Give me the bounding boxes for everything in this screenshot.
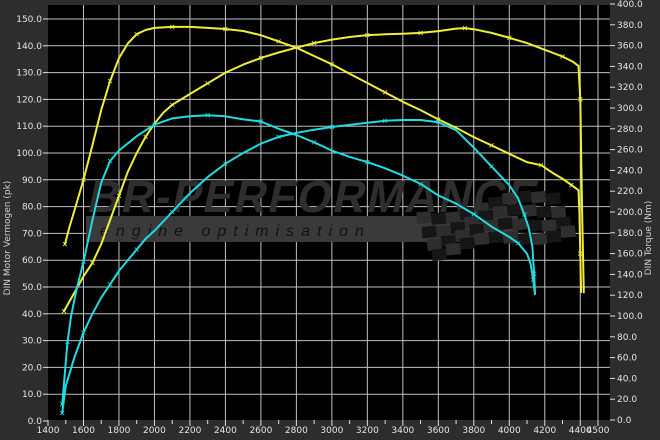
- series-tuned-torque-line: [63, 25, 583, 294]
- checkered-flag-square: [435, 224, 452, 238]
- left-axis-tick-label: 140.0: [16, 42, 42, 52]
- checkered-flag-square: [512, 217, 528, 231]
- left-axis-tick-label: 0.0: [28, 417, 43, 427]
- series-stock-power-line: [61, 119, 536, 414]
- x-axis-tick-label: 3600: [427, 426, 450, 436]
- checkered-flag-square: [546, 230, 562, 243]
- x-axis-tick-label: 3400: [391, 426, 414, 436]
- axes-layer: 0.0 10.0 20.0 30.0 40.0 50.0 60.0 70.0 80.0 90.0 1…: [16, 0, 643, 436]
- right-axis-tick-label: 100.0: [617, 312, 643, 322]
- checkered-flag-square: [421, 225, 437, 239]
- x-axis-tick-label: 3000: [320, 426, 343, 436]
- x-axis-tick-label: 2800: [285, 426, 308, 436]
- checkered-flag-square: [468, 223, 485, 237]
- checkered-flag-square: [445, 211, 461, 225]
- right-axis-tick-label: 360.0: [617, 42, 643, 52]
- right-axis-tick-label: 380.0: [617, 21, 643, 31]
- checkered-flag-square: [488, 230, 504, 244]
- left-axis-tick-label: 70.0: [22, 229, 42, 239]
- right-axis-tick-label: 180.0: [617, 229, 643, 239]
- left-axis-tick-label: 20.0: [22, 363, 42, 373]
- right-axis-tick-label: 220.0: [617, 187, 643, 197]
- checkered-flag-square: [526, 219, 543, 232]
- x-axis-tick-label: 4200: [533, 426, 556, 436]
- series-tuned-torque-markers: [62, 24, 583, 256]
- right-axis-tick-label: 400.0: [617, 0, 643, 10]
- series-stock-torque-line: [61, 114, 536, 406]
- checkered-flag-square: [426, 238, 443, 252]
- watermark: engine optimisation BR-PERFORMANCE: [84, 171, 576, 262]
- x-axis-tick-label: 3800: [462, 426, 485, 436]
- right-axis-tick-label: 80.0: [617, 333, 637, 343]
- right-axis-tick-label: 0.0: [617, 416, 632, 426]
- right-axis-tick-label: 120.0: [617, 291, 643, 301]
- left-axis-tick-label: 120.0: [16, 95, 42, 105]
- x-axis-tick-label: 1600: [72, 426, 95, 436]
- right-axis-tick-label: 300.0: [617, 104, 643, 114]
- curves-layer: [59, 24, 585, 416]
- series-stock-power-markers: [59, 118, 537, 416]
- x-axis-tick-label: 2600: [249, 426, 272, 436]
- checkered-flag-square: [530, 190, 547, 204]
- x-axis-tick-label: 1400: [37, 426, 60, 436]
- left-axis-tick-label: 50.0: [22, 283, 42, 293]
- left-axis-tick-label: 10.0: [22, 390, 42, 400]
- left-axis-tick-label: 80.0: [22, 203, 42, 213]
- checkered-flag-square: [517, 232, 533, 246]
- right-axis-tick-label: 160.0: [617, 250, 643, 260]
- checkered-flag-square: [531, 232, 548, 246]
- series-tuned-power-markers: [61, 25, 583, 314]
- checkered-flag-square: [550, 205, 567, 219]
- checkered-flag-square: [545, 192, 561, 205]
- x-axis-tick-label: 4400: [569, 426, 592, 436]
- left-axis-tick-label: 40.0: [22, 310, 42, 320]
- right-axis-title: DIN Torque (Nm): [644, 201, 654, 276]
- right-axis-tick-label: 240.0: [617, 166, 643, 176]
- checkered-flag-square: [506, 203, 523, 217]
- x-axis-tick-label: 2000: [143, 426, 166, 436]
- checkered-flag-square: [541, 219, 557, 232]
- x-axis-tick-label: 4500: [587, 426, 610, 436]
- checkered-flag-square: [487, 196, 504, 210]
- right-axis-tick-label: 200.0: [617, 208, 643, 218]
- x-axis-tick-label: 1800: [108, 426, 131, 436]
- left-axis-tick-label: 60.0: [22, 256, 42, 266]
- checkered-flag-square: [492, 205, 508, 219]
- right-axis-tick-label: 140.0: [617, 270, 643, 280]
- checkered-flag-square: [516, 190, 532, 204]
- right-axis-tick-label: 280.0: [617, 125, 643, 135]
- left-axis-tick-label: 100.0: [16, 149, 42, 159]
- x-axis-tick-label: 2200: [178, 426, 201, 436]
- watermark-subtitle: engine optimisation: [100, 223, 371, 240]
- x-axis-tick-label: 2400: [214, 426, 237, 436]
- right-axis-tick-label: 40.0: [617, 374, 637, 384]
- checkered-flag-square: [430, 212, 447, 225]
- x-axis-tick-label: 4000: [498, 426, 521, 436]
- series-stock-torque-markers: [59, 112, 536, 407]
- series-tuned-power-line: [63, 27, 585, 313]
- left-axis-tick-label: 150.0: [16, 15, 42, 25]
- left-axis-title: DIN Motor Vermogen (pk): [3, 181, 13, 296]
- checkered-flag-square: [560, 225, 576, 238]
- right-axis-tick-label: 60.0: [617, 354, 637, 364]
- x-axis-tick-label: 3200: [356, 426, 379, 436]
- checkered-flag-square: [431, 248, 447, 262]
- checkered-flag-square: [416, 211, 432, 224]
- left-axis-tick-label: 90.0: [22, 176, 42, 186]
- checkered-flag-square: [497, 217, 513, 230]
- checkered-flag-square: [459, 236, 476, 250]
- right-axis-tick-label: 260.0: [617, 146, 643, 156]
- right-axis-tick-label: 20.0: [617, 395, 637, 405]
- left-axis-tick-label: 30.0: [22, 337, 42, 347]
- right-axis-tick-label: 320.0: [617, 83, 643, 93]
- checkered-flag-square: [473, 232, 490, 246]
- left-axis-tick-label: 130.0: [16, 69, 42, 79]
- right-axis-tick-label: 340.0: [617, 62, 643, 72]
- checkered-flag-square: [536, 205, 552, 219]
- checkered-flag-square: [501, 192, 518, 205]
- checkered-flag-square: [445, 242, 462, 256]
- left-axis-tick-label: 110.0: [16, 122, 42, 132]
